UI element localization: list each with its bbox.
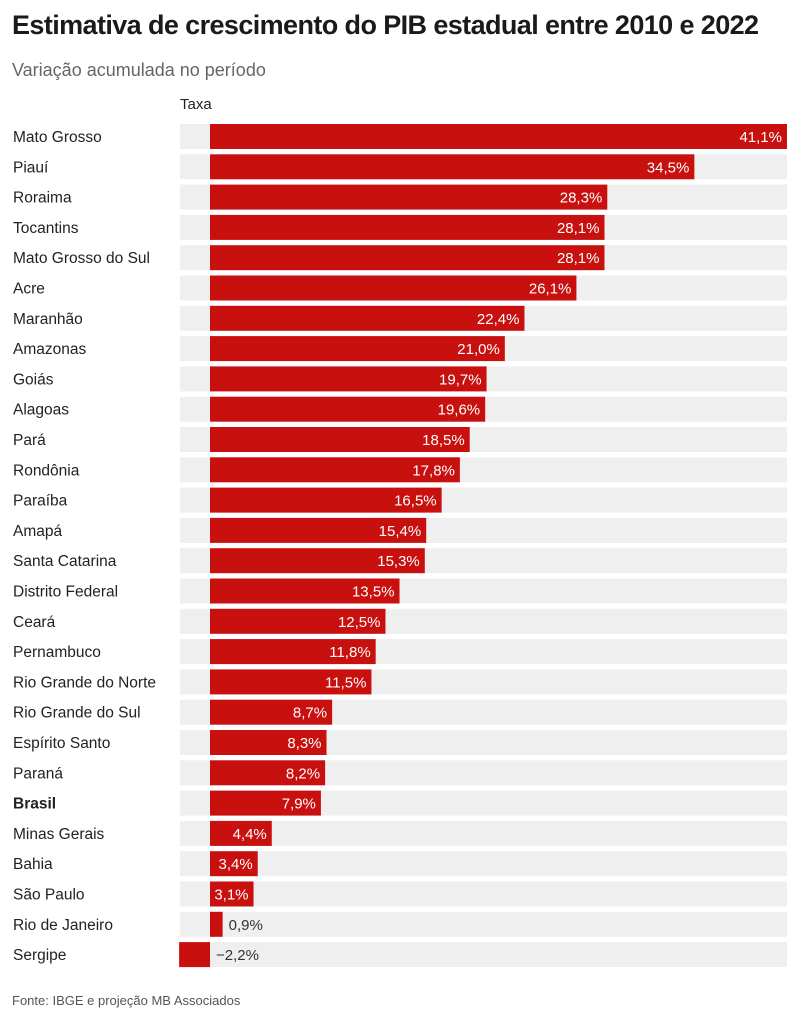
row-background [180, 851, 787, 877]
category-label: Amazonas [13, 341, 86, 358]
row-background [180, 881, 787, 907]
bar [210, 517, 427, 543]
bar [210, 820, 272, 846]
category-label: Maranhão [13, 311, 83, 328]
bar [210, 639, 376, 665]
value-label: 17,8% [412, 462, 455, 479]
value-label: 15,3% [377, 553, 420, 570]
category-label: Pará [13, 432, 46, 449]
value-label: 0,9% [229, 917, 263, 934]
category-label: Distrito Federal [13, 584, 118, 601]
value-label: 28,3% [560, 190, 603, 207]
bar [210, 699, 333, 725]
bar [210, 124, 787, 149]
value-label: 26,1% [529, 281, 572, 298]
row-background [180, 820, 787, 846]
value-label: 19,7% [439, 371, 482, 388]
value-label: 11,8% [329, 644, 370, 661]
bar [210, 669, 372, 695]
value-label: −2,2% [216, 947, 259, 964]
value-label: 18,5% [422, 432, 465, 449]
category-label: São Paulo [13, 887, 85, 904]
category-label: Piauí [13, 159, 49, 176]
value-label: 19,6% [438, 402, 481, 419]
bar [210, 760, 326, 786]
bar [210, 487, 442, 513]
value-label: 21,0% [457, 341, 500, 358]
bar-chart: Mato Grosso 41,1% Piauí 34,5% Roraima 28,3% To… [13, 124, 787, 968]
category-label: Bahia [13, 856, 53, 873]
category-label: Rio Grande do Sul [13, 705, 141, 722]
bar [210, 578, 400, 604]
value-label: 28,1% [557, 250, 600, 267]
chart-title: Estimativa de crescimento do PIB estadua… [12, 10, 759, 40]
category-label: Pernambuco [13, 644, 101, 661]
source-note: Fonte: IBGE e projeção MB Associados [12, 993, 241, 1008]
value-label: 13,5% [352, 584, 395, 601]
category-label: Acre [13, 281, 45, 298]
chart-subtitle: Variação acumulada no período [12, 60, 266, 80]
bar [210, 911, 223, 937]
value-label: 22,4% [477, 311, 520, 328]
value-label: 8,2% [286, 765, 320, 782]
value-label: 4,4% [233, 826, 267, 843]
bar [210, 427, 470, 452]
bar [210, 336, 505, 362]
bar [210, 608, 386, 634]
category-label: Alagoas [13, 402, 69, 419]
value-label: 3,4% [219, 856, 253, 873]
bar [210, 366, 487, 392]
value-label: 16,5% [394, 493, 437, 510]
value-label: 8,7% [293, 705, 327, 722]
category-label: Paraíba [13, 493, 68, 510]
category-label: Rio Grande do Norte [13, 674, 156, 691]
bar [179, 942, 210, 968]
category-label: Rondônia [13, 462, 80, 479]
category-label: Espírito Santo [13, 735, 110, 752]
category-label: Rio de Janeiro [13, 917, 113, 934]
bar [210, 457, 460, 483]
value-label: 3,1% [214, 887, 248, 904]
category-label: Paraná [13, 765, 63, 782]
value-label: 41,1% [739, 129, 782, 146]
category-label: Tocantins [13, 220, 79, 237]
category-label: Brasil [13, 796, 56, 813]
bar [210, 396, 486, 422]
bar [210, 548, 425, 574]
bar [210, 214, 605, 240]
bar [210, 730, 327, 755]
value-label: 7,9% [282, 796, 316, 813]
bar [210, 881, 254, 907]
row-background [180, 942, 787, 968]
bar [210, 184, 608, 210]
bar [210, 154, 695, 180]
bar [210, 851, 258, 877]
bar [210, 790, 321, 816]
category-label: Ceará [13, 614, 56, 631]
bar [210, 275, 577, 301]
category-label: Santa Catarina [13, 553, 117, 570]
value-label: 12,5% [338, 614, 381, 631]
bar [210, 245, 605, 271]
category-label: Goiás [13, 371, 54, 388]
category-label: Mato Grosso do Sul [13, 250, 150, 267]
column-header: Taxa [180, 96, 212, 113]
bar [210, 305, 525, 331]
value-label: 34,5% [647, 159, 690, 176]
category-label: Sergipe [13, 947, 66, 964]
category-label: Mato Grosso [13, 129, 102, 146]
category-label: Roraima [13, 190, 72, 207]
category-label: Minas Gerais [13, 826, 105, 843]
value-label: 28,1% [557, 220, 600, 237]
value-label: 8,3% [287, 735, 321, 752]
category-label: Amapá [13, 523, 62, 540]
value-label: 11,5% [325, 674, 366, 691]
value-label: 15,4% [379, 523, 422, 540]
row-background [180, 911, 787, 937]
